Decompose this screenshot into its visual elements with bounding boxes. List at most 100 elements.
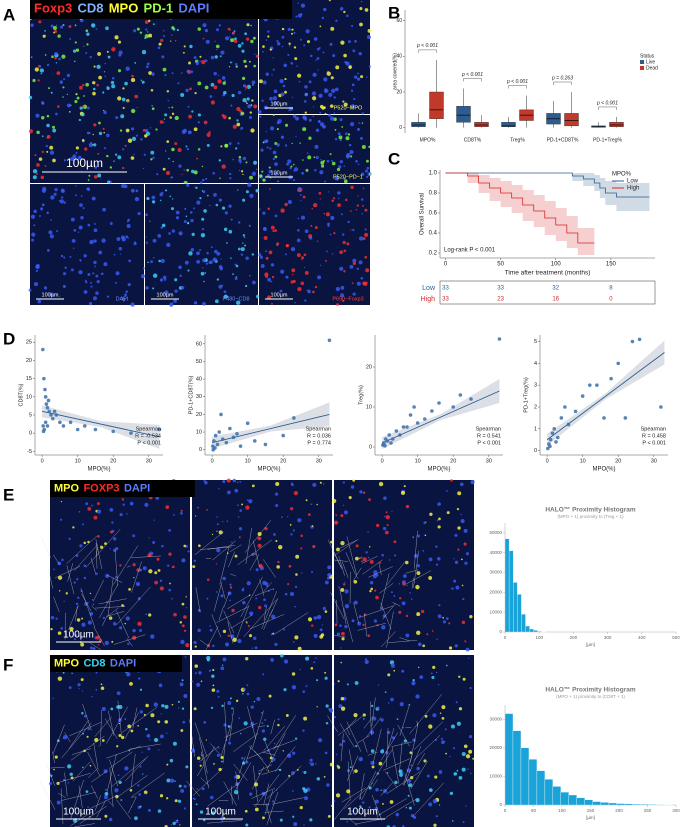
micrograph xyxy=(192,655,332,827)
cell xyxy=(174,39,177,42)
cell xyxy=(297,186,302,191)
proximity-line xyxy=(223,781,237,806)
cell xyxy=(174,780,176,782)
cell xyxy=(51,55,54,59)
p-value: p < 0.001 xyxy=(461,72,483,78)
proximity-line xyxy=(89,796,115,810)
cell xyxy=(244,32,248,36)
cell xyxy=(209,95,213,98)
cell xyxy=(416,766,420,771)
cell xyxy=(151,107,155,111)
proximity-line xyxy=(372,779,378,787)
cell xyxy=(277,718,280,721)
stat-annotation: P < 0.001 xyxy=(477,440,501,446)
cell xyxy=(391,510,393,512)
cell xyxy=(264,526,268,531)
cell xyxy=(316,706,318,708)
cell xyxy=(142,167,145,170)
point xyxy=(587,383,592,387)
cell xyxy=(235,62,238,66)
micrograph xyxy=(334,480,474,650)
proximity-line xyxy=(412,782,445,818)
cell xyxy=(180,729,184,732)
cell xyxy=(214,40,216,42)
cell xyxy=(206,578,210,581)
cell xyxy=(30,23,34,27)
cell xyxy=(109,548,111,550)
cell xyxy=(173,299,177,303)
cell xyxy=(125,290,129,293)
cell xyxy=(297,2,299,4)
fit-line xyxy=(546,352,665,441)
cell xyxy=(289,591,295,597)
cell xyxy=(82,207,85,210)
cell xyxy=(395,812,400,817)
cell xyxy=(97,152,100,155)
cell xyxy=(146,31,149,33)
cell xyxy=(376,523,380,528)
cell xyxy=(93,65,96,68)
cell xyxy=(287,53,290,57)
y-tick-label: 0 xyxy=(499,629,502,634)
cell xyxy=(352,49,356,53)
cell xyxy=(84,147,88,151)
cell xyxy=(303,253,307,257)
proximity-line xyxy=(273,739,296,749)
cell xyxy=(232,273,234,275)
cell xyxy=(353,579,358,584)
cell xyxy=(159,120,164,124)
cell xyxy=(55,24,58,27)
cell xyxy=(347,220,350,224)
y-tick-label: 0 xyxy=(369,444,372,450)
cell xyxy=(40,72,43,75)
cell xyxy=(257,110,262,114)
proximity-line xyxy=(368,566,393,578)
proximity-line xyxy=(95,606,125,609)
proximity-line xyxy=(274,612,308,635)
cell xyxy=(300,547,303,550)
proximity-line xyxy=(224,723,258,738)
proximity-line xyxy=(346,536,358,576)
cell xyxy=(228,66,231,68)
cell xyxy=(147,747,151,751)
cell xyxy=(255,168,258,170)
cell xyxy=(44,54,47,56)
legend-item: DAPI xyxy=(110,657,136,669)
cell xyxy=(322,124,326,129)
y-tick-label: 20000 xyxy=(489,590,502,595)
cell xyxy=(144,792,147,795)
cell xyxy=(98,250,103,255)
cell xyxy=(120,114,125,119)
cell xyxy=(216,516,218,518)
cell xyxy=(432,713,437,718)
cell xyxy=(380,718,384,722)
bar xyxy=(576,797,585,806)
cell xyxy=(283,63,288,68)
cell xyxy=(212,257,217,262)
cell xyxy=(339,743,343,747)
cell xyxy=(254,53,256,55)
cell xyxy=(386,523,389,527)
cell xyxy=(234,263,238,267)
proximity-line xyxy=(380,782,393,796)
cell xyxy=(366,175,369,178)
cell xyxy=(157,720,161,724)
cell xyxy=(162,67,167,72)
x-tick-label: CD8T% xyxy=(464,137,482,143)
cell xyxy=(77,231,80,233)
cell xyxy=(335,753,338,756)
cell xyxy=(309,758,313,762)
cell xyxy=(234,277,238,281)
cell xyxy=(94,165,98,169)
cell xyxy=(281,35,285,39)
cell xyxy=(174,799,178,803)
cell xyxy=(214,55,218,59)
y-tick-label: 60 xyxy=(196,341,202,347)
cell xyxy=(237,247,241,251)
y-tick-label: 0.2 xyxy=(429,251,438,257)
point xyxy=(228,426,232,431)
cell xyxy=(236,122,241,127)
cell xyxy=(280,208,285,213)
cell xyxy=(300,200,302,202)
cell xyxy=(246,97,250,101)
